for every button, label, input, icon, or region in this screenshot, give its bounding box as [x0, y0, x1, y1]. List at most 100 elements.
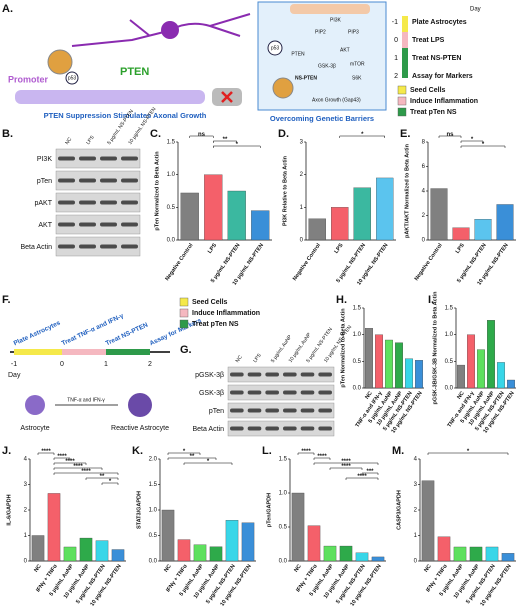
x-tick-label: 10 µg/mL NS-PTEN: [480, 564, 513, 608]
x-tick-label: 5 µg/mL NS-PTEN: [335, 564, 367, 606]
y-axis-label: pTen Normalized to Beta Actin: [340, 308, 346, 388]
y-tick-label: 0.0: [353, 386, 362, 392]
y-tick-label: 0.0: [149, 559, 158, 565]
sig-bracket: [101, 482, 119, 485]
day-number: 1: [104, 361, 108, 368]
bar: [452, 227, 470, 241]
blot-strip: [55, 170, 141, 191]
legend-label: Induce Inflammation: [410, 98, 478, 105]
bar: [365, 328, 373, 389]
y-axis-label: pTen/GAPDH: [266, 493, 272, 527]
bar: [497, 362, 505, 389]
x-tick-label: Negative Control: [292, 242, 322, 282]
bar: [225, 520, 239, 562]
y-tick-label: 6: [422, 164, 426, 170]
y-tick-label: 3: [24, 482, 28, 488]
sig-bracket: [297, 452, 315, 455]
node: AKT: [340, 47, 350, 53]
bar: [453, 546, 467, 562]
sig-label: ****: [57, 454, 67, 460]
lane-label: NC: [235, 354, 244, 364]
sig-bracket: [213, 145, 261, 148]
row-label: pTen: [37, 178, 52, 185]
band: [121, 178, 138, 183]
step-label: Treat NS-PTEN: [105, 322, 150, 348]
band: [265, 390, 279, 395]
y-tick-label: 1.0: [445, 332, 454, 338]
panel-label: J.: [2, 445, 11, 457]
band: [121, 222, 138, 227]
band: [121, 200, 138, 205]
band: [300, 426, 315, 431]
bar: [204, 174, 223, 241]
y-tick-label: 1.0: [279, 491, 288, 497]
bar: [79, 537, 93, 562]
y-axis-label: PI3K Relative to Beta Actin: [282, 155, 288, 226]
bar: [63, 546, 77, 562]
sig-label: ****: [73, 464, 83, 470]
band: [265, 408, 279, 413]
bar: [291, 492, 305, 562]
band: [283, 426, 297, 431]
panel-label: L.: [262, 445, 272, 457]
day-number: 1: [394, 55, 398, 62]
sig-bracket: [460, 140, 484, 143]
panel-label: A.: [2, 3, 13, 15]
x-tick-label: NC: [163, 564, 172, 574]
node: PTEN: [291, 51, 305, 57]
legend-swatch: [179, 297, 189, 307]
sig-bracket: [339, 135, 385, 138]
bar: [385, 339, 393, 389]
blot-strip: [227, 402, 335, 419]
bar: [457, 364, 465, 389]
row-label: Beta Actin: [192, 426, 224, 433]
x-tick-label: LPS: [334, 242, 345, 254]
timeline-seg: [402, 16, 408, 32]
y-tick-label: 1.5: [149, 482, 158, 488]
y-tick-label: 4: [24, 457, 28, 463]
sig-bracket: [345, 477, 379, 480]
day-number: 0: [60, 361, 64, 368]
y-tick-label: 1: [414, 533, 418, 539]
blot-strip: [55, 214, 141, 235]
sig-bracket: [213, 140, 237, 143]
band: [230, 408, 244, 413]
sig-bracket: [438, 135, 462, 138]
band: [79, 244, 96, 249]
bar: [209, 546, 223, 562]
sig-bracket: [329, 467, 363, 470]
bar: [31, 535, 45, 562]
band: [79, 222, 96, 227]
band: [100, 222, 117, 227]
step-label: Plate Astrocytes: [13, 319, 62, 347]
nanoparticle: [47, 49, 73, 75]
band: [58, 200, 75, 205]
y-tick-label: 2: [300, 172, 304, 178]
blot-strip: [55, 236, 141, 257]
row-label: AKT: [38, 222, 52, 229]
sig-label: **: [223, 137, 228, 143]
axis: [419, 459, 516, 562]
band: [318, 426, 332, 431]
y-axis-label: pAKT/AKT Normalized to Beta Actin: [404, 143, 410, 238]
band: [283, 390, 297, 395]
bar: [421, 480, 435, 562]
y-tick-label: 1.5: [353, 306, 362, 312]
axis: [29, 459, 126, 562]
band: [58, 222, 75, 227]
legend-swatch: [397, 107, 407, 117]
step-label: Treat NS-PTEN: [412, 55, 461, 62]
sig-bracket: [427, 452, 509, 455]
band: [58, 244, 75, 249]
x-tick-label: NC: [33, 564, 42, 574]
legend-swatch: [179, 319, 189, 329]
bar: [371, 556, 385, 562]
day-number: 0: [394, 37, 398, 44]
node: Axon Growth (Gap43): [312, 97, 361, 103]
neuron: [71, 13, 251, 47]
panel-label: C.: [150, 128, 161, 140]
legend-swatch: [179, 308, 189, 318]
bar: [308, 218, 326, 241]
bar: [485, 546, 499, 562]
